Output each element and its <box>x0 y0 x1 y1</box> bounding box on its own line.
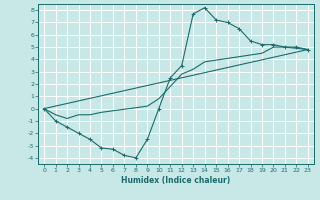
X-axis label: Humidex (Indice chaleur): Humidex (Indice chaleur) <box>121 176 231 185</box>
